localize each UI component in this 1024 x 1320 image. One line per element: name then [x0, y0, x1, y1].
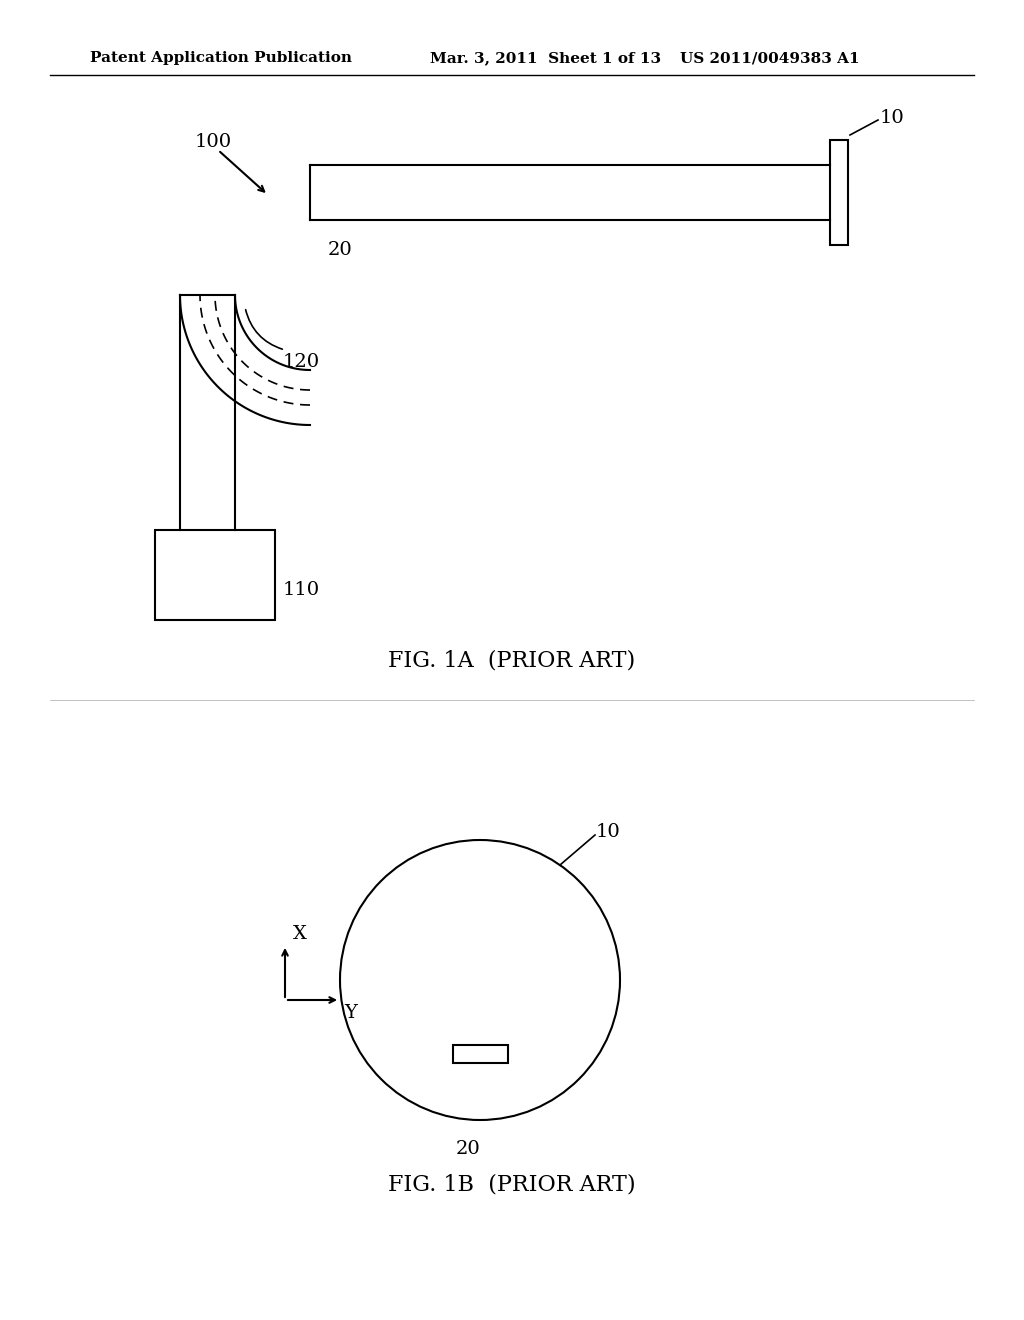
Bar	[453, 1045, 508, 1063]
Text: US 2011/0049383 A1: US 2011/0049383 A1	[680, 51, 859, 65]
Bar	[830, 140, 848, 246]
Text: FIG. 1A  (PRIOR ART): FIG. 1A (PRIOR ART)	[388, 649, 636, 671]
Text: X: X	[293, 925, 307, 942]
Text: Y: Y	[344, 1005, 357, 1022]
Text: 20: 20	[328, 242, 352, 259]
Text: 20: 20	[456, 1140, 480, 1158]
Text: FIG. 1B  (PRIOR ART): FIG. 1B (PRIOR ART)	[388, 1173, 636, 1196]
Text: 110: 110	[283, 581, 321, 599]
Text: 10: 10	[596, 822, 621, 841]
Text: Mar. 3, 2011  Sheet 1 of 13: Mar. 3, 2011 Sheet 1 of 13	[430, 51, 662, 65]
Bar	[155, 531, 275, 620]
Text: Patent Application Publication: Patent Application Publication	[90, 51, 352, 65]
Text: 120: 120	[283, 352, 321, 371]
Text: 10: 10	[880, 110, 905, 127]
Text: 100: 100	[195, 133, 232, 150]
